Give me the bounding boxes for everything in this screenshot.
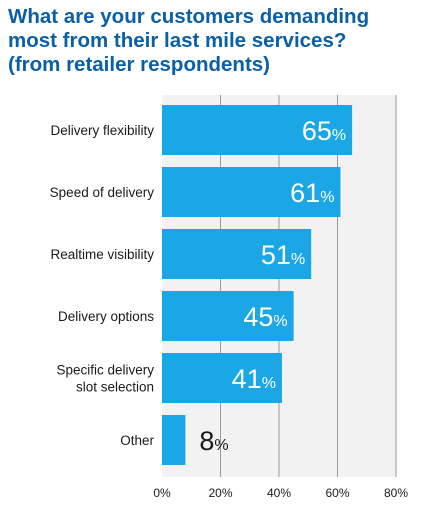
category-label: Other (120, 433, 154, 448)
category-label: Delivery options (58, 309, 154, 324)
chart-title-line-3: (from retailer respondents) (8, 53, 270, 76)
tick-label: 0% (153, 486, 171, 500)
bar (162, 105, 353, 155)
bar (162, 353, 282, 403)
tick-label: 80% (384, 486, 408, 500)
chart-title-line-1: What are your customers demanding (8, 5, 370, 28)
tick-label: 40% (267, 486, 291, 500)
category-label: Specific delivery (56, 363, 154, 378)
bar (162, 229, 312, 279)
tick-label: 60% (325, 486, 349, 500)
bar (162, 415, 186, 465)
category-label: Delivery flexibility (50, 123, 154, 138)
data-label: 45% (243, 302, 287, 332)
bar (162, 291, 294, 341)
category-label: Speed of delivery (50, 185, 155, 200)
category-label: Realtime visibility (50, 247, 154, 262)
tick-label: 20% (208, 486, 232, 500)
data-label: 61% (290, 178, 334, 208)
data-label: 51% (261, 240, 305, 270)
bar (162, 167, 341, 217)
data-label: 41% (232, 364, 276, 394)
category-label: slot selection (76, 380, 154, 395)
chart-title: What are your customers demanding most f… (8, 5, 428, 77)
chart-title-line-2: most from their last mile services? (8, 29, 347, 52)
data-label: 65% (302, 116, 346, 146)
data-label: 8% (199, 426, 228, 456)
